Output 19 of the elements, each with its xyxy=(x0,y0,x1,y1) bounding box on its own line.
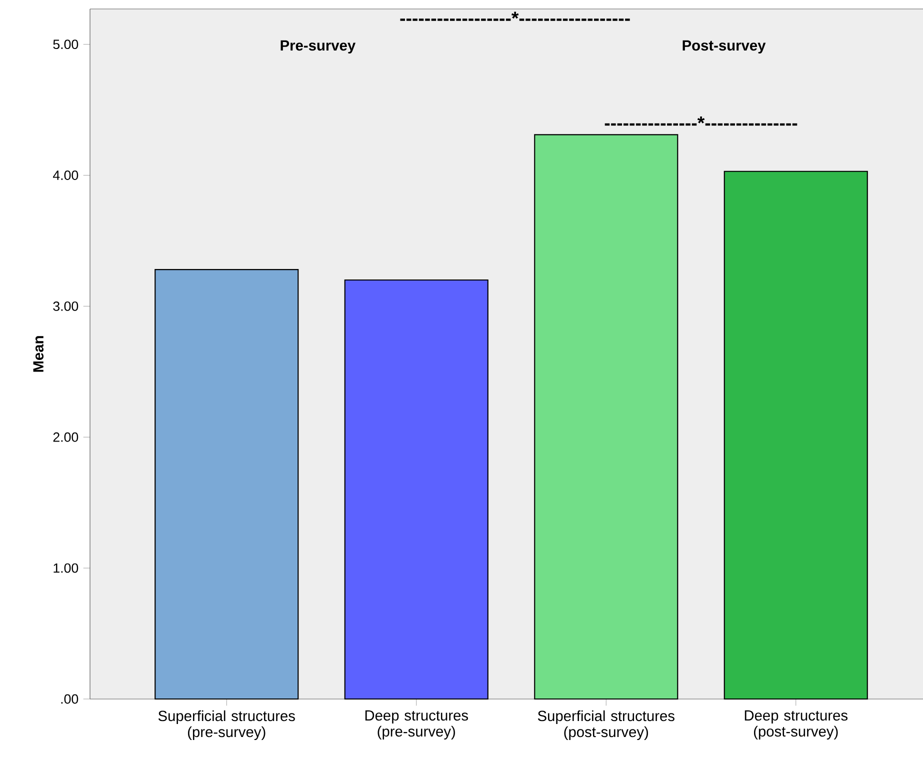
bar xyxy=(154,269,299,700)
annotation: ------------------*------------------ xyxy=(400,12,630,21)
bar xyxy=(724,170,868,700)
y-axis-title: Mean xyxy=(33,336,44,372)
annotation: Post-survey xyxy=(682,40,766,54)
y-tick-label: 3.00 xyxy=(53,301,78,311)
y-tick-label: 1.00 xyxy=(54,563,78,573)
y-tick-label: 2.00 xyxy=(53,432,78,442)
x-tick-label: Superficial structures (post-survey) xyxy=(538,710,674,740)
x-tick-label: Deep structures (post-survey) xyxy=(744,710,848,740)
bar xyxy=(534,134,678,700)
annotation: ---------------*--------------- xyxy=(604,116,798,126)
bar xyxy=(344,279,488,700)
x-tick-label: Deep structures (pre-survey) xyxy=(365,710,468,740)
x-tick-label: Superficial structures (pre-survey) xyxy=(158,710,295,740)
y-tick-label: .00 xyxy=(61,694,78,704)
y-tick-label: 4.00 xyxy=(52,170,78,180)
annotation: Pre-survey xyxy=(280,40,356,54)
y-tick-label: 5.00 xyxy=(53,40,78,50)
